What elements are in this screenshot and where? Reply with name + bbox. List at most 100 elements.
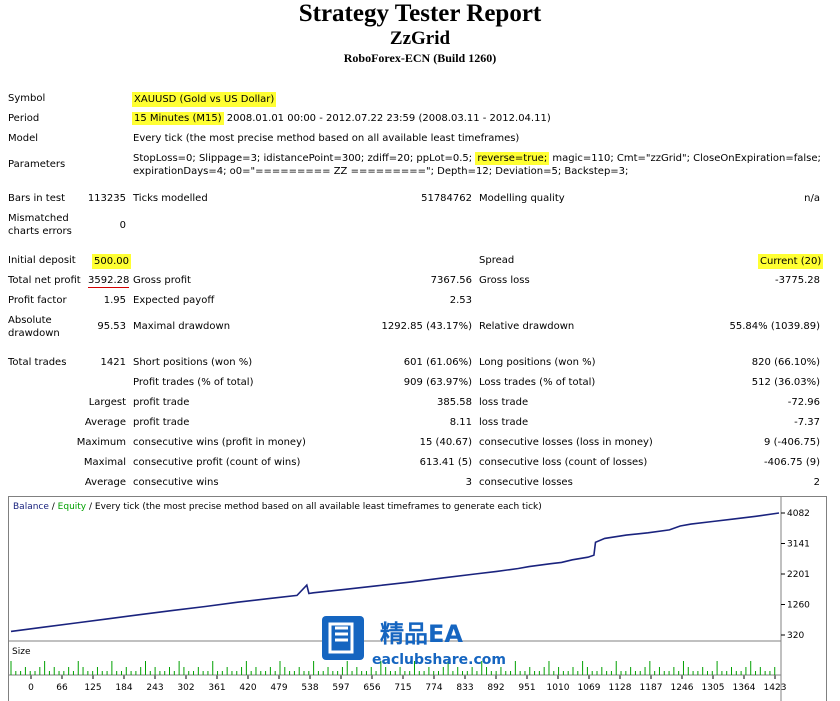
avg-consecutive-wins-value: 3 bbox=[465, 477, 472, 488]
x-tick-label: 125 bbox=[84, 683, 101, 693]
long-positions-label: Long positions (won %) bbox=[479, 357, 596, 368]
x-tick-label: 833 bbox=[456, 683, 473, 693]
balance-chart: Balance / Equity / Every tick (the most … bbox=[8, 496, 827, 701]
profit-factor-value: 1.95 bbox=[103, 295, 126, 306]
report-title: Strategy Tester Report bbox=[298, 0, 542, 27]
expected-payoff-label: Expected payoff bbox=[133, 295, 215, 306]
max-drawdown-value: 1292.85 (43.17%) bbox=[381, 321, 472, 332]
x-tick-label: 1246 bbox=[671, 683, 694, 693]
parameters-line-2: expirationDays=4; o0="========= ZZ =====… bbox=[133, 166, 629, 177]
profit-factor-label: Profit factor bbox=[8, 295, 67, 306]
x-tick-label: 715 bbox=[394, 683, 411, 693]
long-positions-value: 820 (66.10%) bbox=[751, 357, 820, 368]
bars-value: 113235 bbox=[87, 193, 126, 204]
params-part-b: magic=110; Cmt="zzGrid"; CloseOnExpirati… bbox=[549, 153, 821, 164]
y-tick-label: 2201 bbox=[787, 570, 810, 580]
mismatch-label-1: Mismatched bbox=[8, 213, 69, 224]
gross-profit-value: 7367.56 bbox=[430, 275, 472, 286]
deposit-label: Initial deposit bbox=[8, 255, 76, 266]
x-tick-label: 1128 bbox=[609, 683, 632, 693]
largest-loss-label: loss trade bbox=[479, 397, 529, 408]
logo-book-lines-icon bbox=[328, 622, 354, 654]
period-value: 15 Minutes (M15) 2008.01.01 00:00 - 2012… bbox=[132, 112, 551, 125]
loss-trades-label: Loss trades (% of total) bbox=[479, 377, 596, 388]
x-tick-label: 479 bbox=[270, 683, 287, 693]
legend-rest: / Every tick (the most precise method ba… bbox=[86, 502, 542, 512]
avg-consecutive-losses-value: 2 bbox=[813, 477, 820, 488]
spread-value: Current (20) bbox=[758, 254, 824, 269]
abs-drawdown-value: 95.53 bbox=[97, 321, 126, 332]
period-range: 2008.01.01 00:00 - 2012.07.22 23:59 (200… bbox=[223, 113, 551, 124]
mismatch-label-2: charts errors bbox=[8, 226, 72, 237]
y-tick-label: 3141 bbox=[787, 540, 810, 550]
spread-label: Spread bbox=[479, 255, 515, 266]
legend-sep: / bbox=[49, 502, 58, 512]
x-tick-label: 597 bbox=[332, 683, 349, 693]
x-tick-label: 1423 bbox=[764, 683, 787, 693]
total-trades-value: 1421 bbox=[100, 357, 126, 368]
short-positions-label: Short positions (won %) bbox=[133, 357, 253, 368]
symbol-value: XAUUSD (Gold vs US Dollar) bbox=[132, 92, 277, 107]
largest-label: Largest bbox=[88, 397, 126, 408]
x-tick-label: 302 bbox=[177, 683, 194, 693]
y-tick-label: 1260 bbox=[787, 601, 810, 611]
logo-cn-text: 精品EA bbox=[380, 620, 463, 648]
avg-consecutive-losses-label: consecutive losses bbox=[479, 477, 573, 488]
balance-line bbox=[10, 512, 780, 633]
profit-trades-label: Profit trades (% of total) bbox=[133, 377, 254, 388]
average-profit-value: 8.11 bbox=[449, 417, 472, 428]
gross-loss-label: Gross loss bbox=[479, 275, 530, 286]
average-loss-value: -7.37 bbox=[794, 417, 820, 428]
y-tick-label: 320 bbox=[787, 631, 804, 641]
total-trades-label: Total trades bbox=[8, 357, 67, 368]
y-tick-label: 4082 bbox=[787, 509, 810, 519]
gross-profit-label: Gross profit bbox=[133, 275, 191, 286]
x-tick-label: 1187 bbox=[640, 683, 663, 693]
maximal-label: Maximal bbox=[83, 457, 126, 468]
logo-url-text: eaclubshare.com bbox=[372, 652, 506, 668]
ticks-value: 51784762 bbox=[421, 193, 472, 204]
loss-trades-value: 512 (36.03%) bbox=[751, 377, 820, 388]
max-consecutive-wins-value: 15 (40.67) bbox=[419, 437, 472, 448]
report-header: Strategy Tester Report ZzGrid RoboForex-… bbox=[0, 0, 840, 66]
balance-chart-svg: Balance / Equity / Every tick (the most … bbox=[9, 497, 810, 701]
max-consecutive-losses-label: consecutive losses (loss in money) bbox=[479, 437, 653, 448]
average-loss-label: loss trade bbox=[479, 417, 529, 428]
maximum-label: Maximum bbox=[76, 437, 126, 448]
x-tick-label: 66 bbox=[56, 683, 68, 693]
watermark-logo: 精品EA eaclubshare.com bbox=[322, 612, 512, 670]
mismatch-value: 0 bbox=[119, 220, 126, 231]
ticks-label: Ticks modelled bbox=[133, 193, 208, 204]
net-profit-label: Total net profit bbox=[8, 275, 81, 286]
legend-balance: Balance bbox=[13, 502, 49, 512]
maximal-consecutive-profit-value: 613.41 (5) bbox=[419, 457, 472, 468]
x-tick-label: 243 bbox=[146, 683, 163, 693]
average-profit-label: profit trade bbox=[133, 417, 190, 428]
maximal-consecutive-profit-label: consecutive profit (count of wins) bbox=[133, 457, 301, 468]
period-label: Period bbox=[8, 113, 40, 124]
expected-payoff-value: 2.53 bbox=[449, 295, 472, 306]
x-tick-label: 538 bbox=[301, 683, 318, 693]
model-value: Every tick (the most precise method base… bbox=[133, 133, 520, 144]
x-tick-label: 420 bbox=[239, 683, 256, 693]
bars-label: Bars in test bbox=[8, 193, 65, 204]
profit-trades-value: 909 (63.97%) bbox=[403, 377, 472, 388]
size-bars bbox=[10, 661, 776, 675]
legend-equity: Equity bbox=[58, 502, 87, 512]
x-tick-label: 774 bbox=[425, 683, 442, 693]
largest-profit-value: 385.58 bbox=[437, 397, 472, 408]
rel-drawdown-label: Relative drawdown bbox=[479, 321, 575, 332]
max-drawdown-label: Maximal drawdown bbox=[133, 321, 231, 332]
avg-consecutive-wins-label: consecutive wins bbox=[133, 477, 219, 488]
x-tick-label: 951 bbox=[518, 683, 535, 693]
max-consecutive-losses-value: 9 (-406.75) bbox=[764, 437, 820, 448]
broker-build: RoboForex-ECN (Build 1260) bbox=[343, 51, 497, 65]
largest-loss-value: -72.96 bbox=[787, 397, 820, 408]
average-consecutive-label: Average bbox=[84, 477, 126, 488]
x-tick-label: 1069 bbox=[578, 683, 601, 693]
short-positions-value: 601 (61.06%) bbox=[403, 357, 472, 368]
net-profit-value: 3592.28 bbox=[88, 275, 130, 288]
x-tick-label: 1010 bbox=[547, 683, 570, 693]
params-reverse: reverse=true; bbox=[475, 152, 550, 165]
abs-drawdown-label-2: drawdown bbox=[8, 328, 60, 339]
